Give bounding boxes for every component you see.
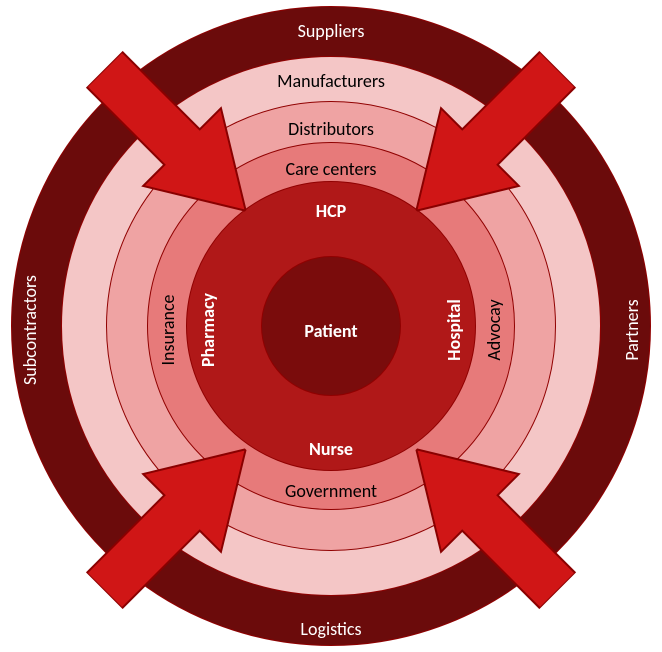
label-care-centers: Care centers: [286, 158, 377, 180]
label-suppliers: Suppliers: [298, 20, 365, 42]
label-government: Government: [285, 480, 377, 502]
label-insurance: Insurance: [157, 294, 179, 365]
label-distributors: Distributors: [288, 118, 374, 140]
label-nurse: Nurse: [309, 438, 353, 460]
label-logistics: Logistics: [300, 618, 361, 640]
label-pharmacy: Pharmacy: [197, 293, 219, 367]
label-advocay: Advocay: [483, 299, 505, 360]
label-hcp: HCP: [316, 200, 346, 222]
concentric-diagram: Suppliers Manufacturers Distributors Car…: [0, 0, 662, 652]
label-subcontractors: Subcontractors: [19, 275, 41, 385]
label-manufacturers: Manufacturers: [277, 70, 385, 92]
label-partners: Partners: [621, 299, 643, 360]
label-hospital: Hospital: [443, 299, 465, 361]
label-patient: Patient: [304, 320, 357, 342]
